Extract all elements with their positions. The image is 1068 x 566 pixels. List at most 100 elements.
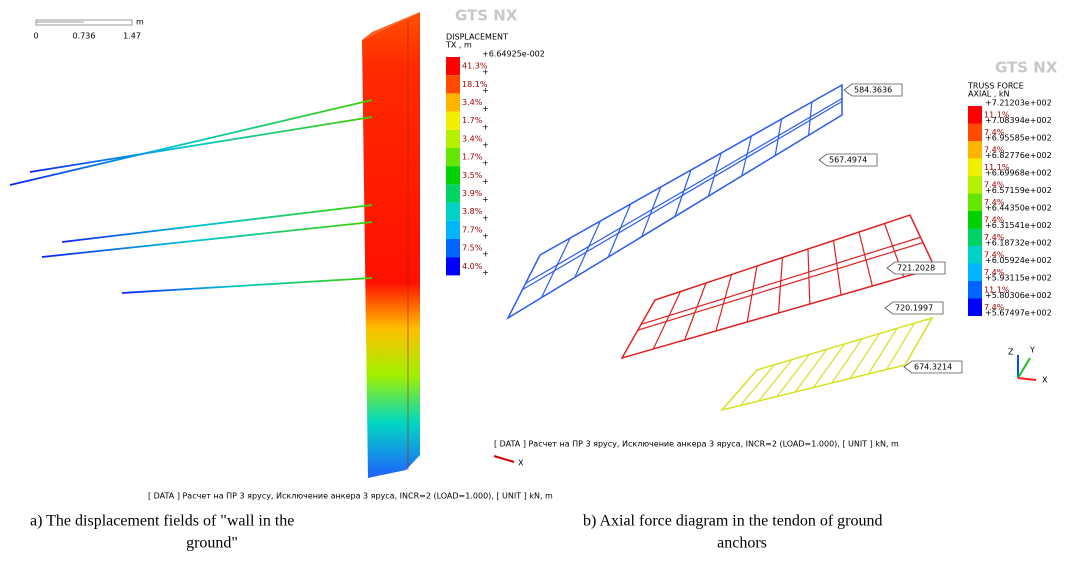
legend-swatch	[446, 75, 460, 94]
mesh-line	[808, 101, 813, 136]
legend-label: +	[482, 268, 489, 277]
legend-label: +7.08394e+002	[985, 116, 1052, 125]
legend-label: +	[482, 250, 489, 259]
mesh-line	[858, 231, 873, 287]
mesh-line	[640, 236, 921, 325]
legend-percent: 7.7%	[462, 225, 483, 234]
wall	[362, 12, 420, 478]
mesh-line	[574, 220, 601, 278]
legend-percent: 7.4%	[984, 268, 1005, 277]
legend-label: +6.64925e-002	[482, 50, 545, 59]
legend-percent: 7.4%	[984, 128, 1005, 137]
scale-label: 0	[33, 32, 38, 41]
legend-label: +6.57159e+002	[985, 186, 1052, 195]
legend-subtitle: AXIAL , kN	[968, 90, 1010, 99]
legend-swatch	[446, 129, 460, 148]
legend-percent: 4.0%	[462, 262, 483, 271]
legend-percent: 1.7%	[462, 116, 483, 125]
status-text: [ DATA ] Расчет на ПР 3 ярусу, Исключени…	[148, 492, 553, 501]
mesh-line	[522, 100, 843, 291]
annotation-flag	[818, 153, 878, 167]
legend-swatch	[968, 298, 982, 316]
legend-swatch	[968, 106, 982, 124]
legend-percent: 11.1%	[984, 285, 1010, 294]
legend-percent: 3.4%	[462, 134, 483, 143]
legend-percent: 7.4%	[984, 233, 1005, 242]
legend-swatch	[968, 176, 982, 194]
caption: a) The displacement fields of "wall in t…	[30, 513, 294, 530]
mesh-line	[674, 169, 692, 217]
legend-label: +	[482, 104, 489, 113]
legend-percent: 7.4%	[984, 198, 1005, 207]
mesh-line	[774, 118, 783, 156]
legend-percent: 3.4%	[462, 98, 483, 107]
legend-swatch	[968, 141, 982, 159]
legend-percent: 7.4%	[984, 250, 1005, 259]
legend-label: +5.67497e+002	[985, 309, 1052, 318]
legend-label: +6.05924e+002	[985, 256, 1052, 265]
legend-label: +6.69968e+002	[985, 169, 1052, 178]
legend-label: +6.95585e+002	[985, 134, 1052, 143]
mesh-line	[540, 237, 571, 298]
mesh-line	[832, 240, 842, 296]
annotation: 567.4974	[829, 156, 867, 165]
legend-swatch	[968, 211, 982, 229]
legend-swatch	[446, 57, 460, 76]
truss-meshes	[506, 83, 937, 412]
scale-unit: m	[136, 18, 144, 27]
legend-percent: 18.1%	[462, 80, 488, 89]
mesh-outline	[719, 316, 934, 412]
logo: GTS NX	[455, 7, 518, 25]
legend-label: +	[482, 86, 489, 95]
legend-label: +	[482, 213, 489, 222]
mesh-line	[652, 291, 682, 350]
legend-percent: 7.4%	[984, 215, 1005, 224]
annotation-flag	[843, 83, 903, 97]
legend-swatch	[968, 246, 982, 264]
mesh-line	[684, 282, 707, 341]
annotation-flag	[884, 301, 944, 315]
mesh-line	[741, 135, 752, 177]
legend-swatch	[968, 123, 982, 141]
legend-swatch	[446, 111, 460, 130]
legend-swatch	[968, 228, 982, 246]
annotation: 721.2028	[897, 264, 935, 273]
legend-label: +	[482, 141, 489, 150]
legend-label: +	[482, 122, 489, 131]
legend-label: +6.82776e+002	[985, 151, 1052, 160]
axis-label: Y	[1029, 346, 1035, 355]
legend-swatch	[446, 148, 460, 167]
legend-title: DISPLACEMENT	[446, 33, 508, 42]
status-text: [ DATA ] Расчет на ПР 3 ярусу, Исключени…	[494, 440, 899, 449]
legend-swatch	[968, 158, 982, 176]
legend-swatch	[446, 220, 460, 239]
legend-swatch	[446, 93, 460, 112]
axis-triad	[493, 355, 1037, 463]
caption: b) Axial force diagram in the tendon of …	[583, 513, 882, 530]
legend-swatch	[446, 184, 460, 203]
mesh-outline	[506, 83, 843, 321]
legend-swatch	[446, 202, 460, 221]
legend-percent: 7.4%	[984, 145, 1005, 154]
mesh-line	[637, 241, 924, 331]
legend-swatch	[446, 239, 460, 258]
mesh-line	[746, 265, 758, 323]
legend-swatch	[446, 166, 460, 185]
legend-percent: 3.5%	[462, 171, 483, 180]
legend-subtitle: TX , m	[445, 41, 472, 50]
annotation-flag	[886, 261, 946, 275]
mesh-line	[715, 274, 733, 332]
mesh-line	[776, 354, 810, 397]
legend-title: TRUSS FORCE	[967, 82, 1024, 91]
caption: ground"	[186, 535, 238, 552]
mesh-line	[886, 322, 916, 370]
legend-swatch	[446, 257, 460, 276]
mesh-line	[813, 343, 845, 388]
annotation: 584.3636	[854, 86, 892, 95]
legend-label: +7.21203e+002	[985, 99, 1052, 108]
legend-label: +6.31541e+002	[985, 221, 1052, 230]
legend-label: +6.44350e+002	[985, 204, 1052, 213]
legend-label: +	[482, 159, 489, 168]
legend-label: +	[482, 195, 489, 204]
